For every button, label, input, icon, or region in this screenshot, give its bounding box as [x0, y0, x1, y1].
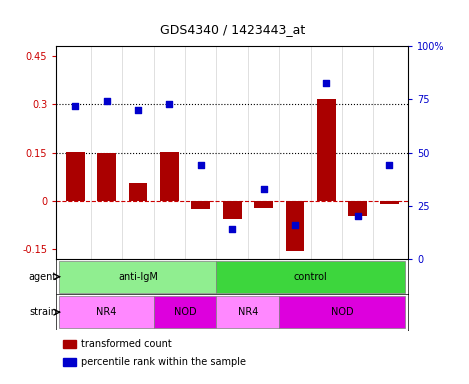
Text: agent: agent — [29, 272, 57, 282]
Text: NR4: NR4 — [96, 307, 117, 317]
Text: GDS4340 / 1423443_at: GDS4340 / 1423443_at — [159, 23, 305, 36]
Point — [166, 101, 173, 107]
Bar — [129, 183, 147, 201]
Point — [228, 226, 236, 232]
Point — [134, 107, 142, 113]
Bar — [66, 152, 84, 201]
Bar — [160, 152, 179, 201]
Bar — [380, 201, 399, 204]
Text: percentile rank within the sample: percentile rank within the sample — [81, 357, 246, 367]
Point — [323, 80, 330, 86]
Text: strain: strain — [29, 307, 57, 317]
Bar — [254, 201, 273, 208]
Point — [71, 103, 79, 109]
Point — [291, 222, 299, 228]
Text: NOD: NOD — [331, 307, 353, 317]
Bar — [97, 152, 116, 201]
Bar — [63, 358, 76, 366]
Bar — [317, 99, 336, 201]
Point — [354, 213, 362, 219]
Bar — [63, 340, 76, 348]
FancyBboxPatch shape — [60, 296, 154, 328]
Text: NOD: NOD — [174, 307, 197, 317]
Bar — [191, 201, 210, 209]
Point — [103, 98, 110, 104]
Text: NR4: NR4 — [238, 307, 258, 317]
Bar — [286, 201, 304, 251]
Text: control: control — [294, 272, 327, 282]
Point — [260, 185, 267, 192]
FancyBboxPatch shape — [217, 296, 279, 328]
Point — [197, 162, 204, 168]
FancyBboxPatch shape — [60, 261, 217, 293]
Bar — [223, 201, 242, 218]
Point — [386, 162, 393, 168]
FancyBboxPatch shape — [279, 296, 405, 328]
Text: transformed count: transformed count — [81, 339, 172, 349]
Text: anti-IgM: anti-IgM — [118, 272, 158, 282]
Bar — [348, 201, 367, 216]
FancyBboxPatch shape — [217, 261, 405, 293]
FancyBboxPatch shape — [154, 296, 217, 328]
